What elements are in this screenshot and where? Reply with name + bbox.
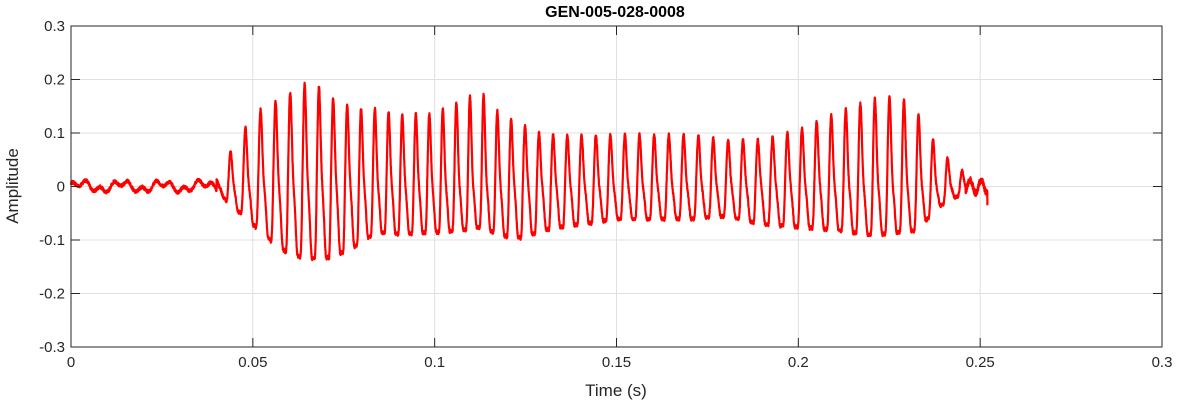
x-tick-label: 0.1	[424, 354, 445, 371]
grid-lines	[71, 26, 1162, 347]
x-tick-labels: 0 0.05 0.1 0.15 0.2 0.25 0.3	[67, 354, 1173, 371]
x-tick-label: 0.05	[238, 354, 267, 371]
y-tick-label: 0.1	[44, 125, 65, 142]
y-tick-label: 0	[57, 179, 65, 196]
y-tick-label: -0.1	[39, 232, 65, 249]
x-tick-label: 0	[67, 354, 75, 371]
axis-ticks	[70, 25, 1163, 348]
x-axis-label: Time (s)	[585, 381, 647, 400]
chart-title: GEN-005-028-0008	[545, 4, 685, 21]
signal-line	[69, 81, 989, 262]
y-tick-label: 0.2	[44, 72, 65, 89]
y-tick-label: 0.3	[44, 18, 65, 35]
signal-layer	[69, 81, 989, 262]
x-tick-label: 0.2	[788, 354, 809, 371]
x-tick-label: 0.3	[1152, 354, 1173, 371]
y-axis-label: Amplitude	[3, 148, 22, 224]
y-tick-label: -0.3	[39, 339, 65, 356]
x-tick-label: 0.15	[602, 354, 631, 371]
x-tick-label: 0.25	[966, 354, 995, 371]
y-tick-labels: -0.3 -0.2 -0.1 0 0.1 0.2 0.3	[39, 18, 65, 356]
y-tick-label: -0.2	[39, 286, 65, 303]
